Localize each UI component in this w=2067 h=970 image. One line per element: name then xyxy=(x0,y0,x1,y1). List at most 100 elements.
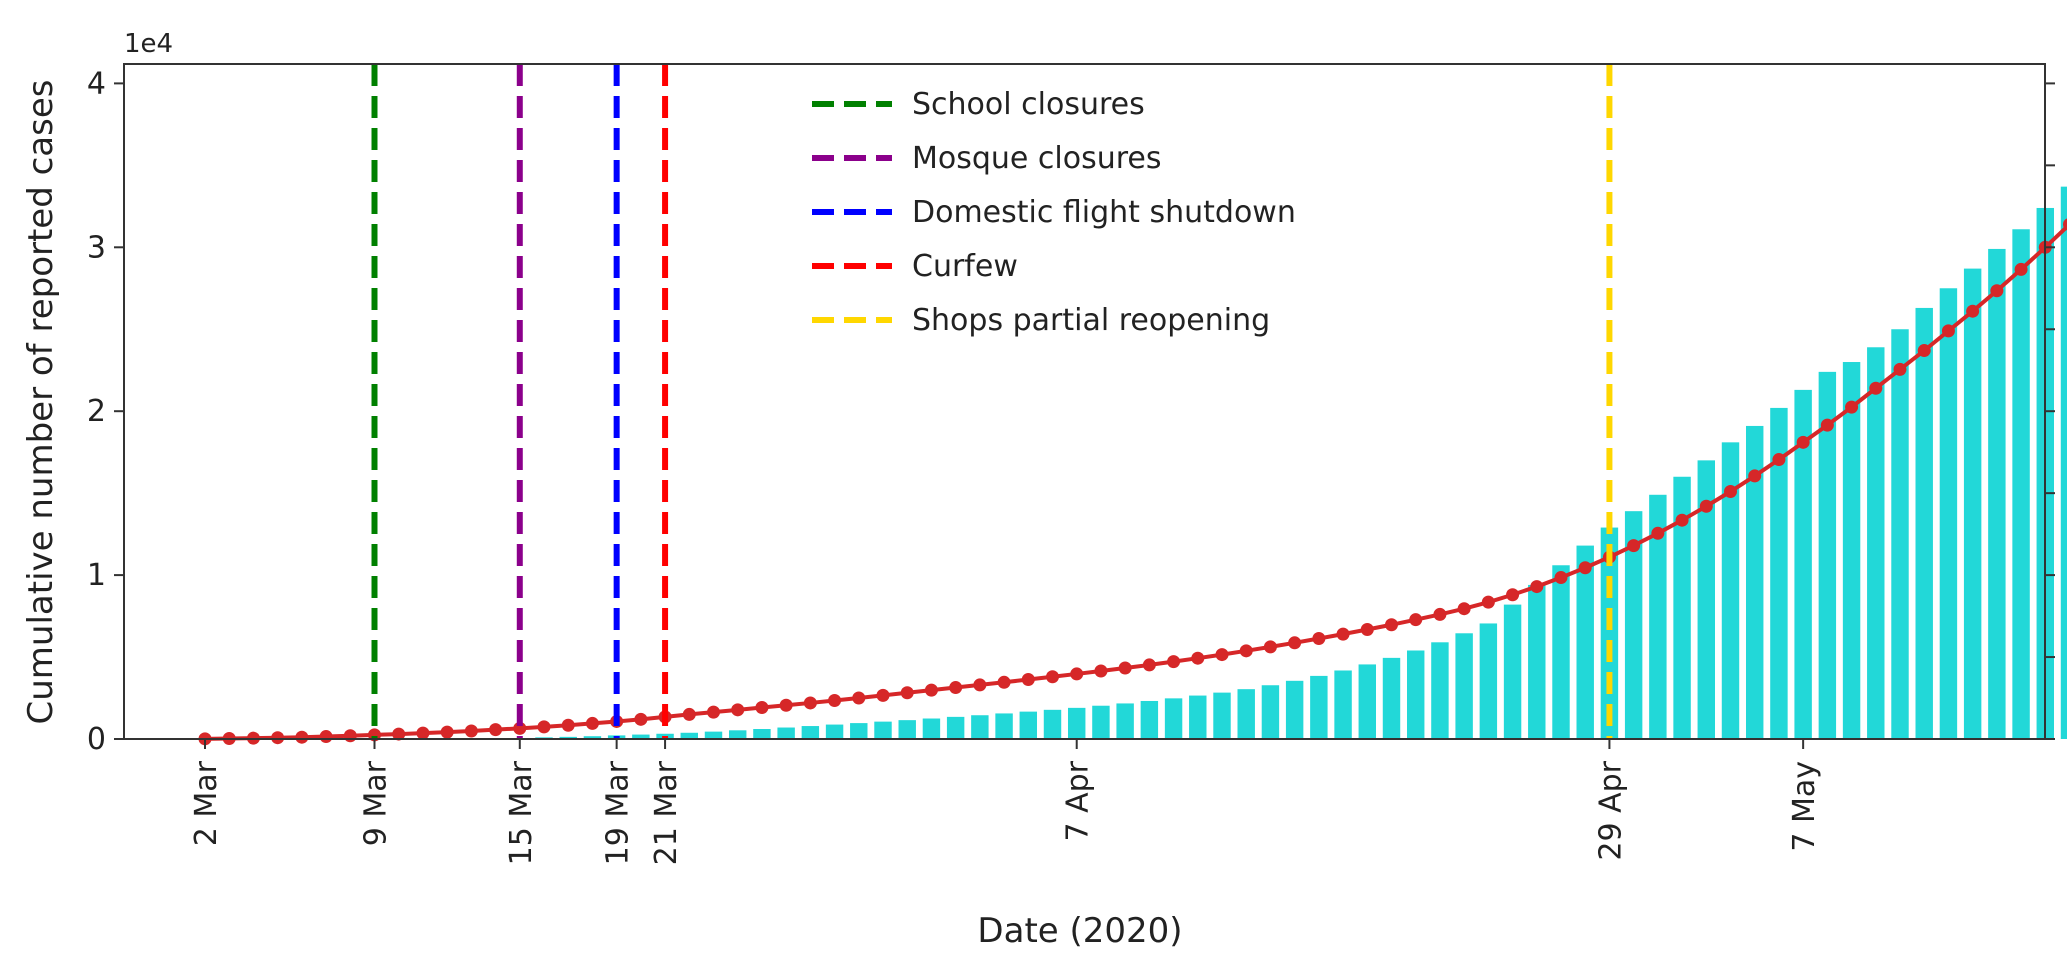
line-point xyxy=(392,727,406,741)
bar xyxy=(680,732,699,739)
line-point xyxy=(924,683,938,697)
bar xyxy=(1310,675,1328,739)
line-point xyxy=(1578,561,1592,575)
x-axis: 2 Mar 9 Mar 15 Mar 19 Mar 21 Mar 7 Apr 29 Apr 7… xyxy=(189,739,1822,865)
line-point xyxy=(489,723,503,737)
bar xyxy=(801,726,820,739)
line-point xyxy=(828,693,842,707)
bar xyxy=(1624,511,1643,739)
bar xyxy=(1140,700,1159,739)
line-point xyxy=(1675,513,1689,527)
line-point xyxy=(1724,485,1737,499)
line-point xyxy=(513,721,527,735)
x-axis-title: Date (2020) xyxy=(977,911,1182,951)
y-tick-label: 4 xyxy=(87,66,106,101)
bar xyxy=(922,718,941,739)
line-point xyxy=(1070,667,1084,681)
line-point xyxy=(1312,632,1326,646)
line-point xyxy=(1481,595,1495,609)
bar xyxy=(1697,460,1716,739)
line-point xyxy=(876,688,890,702)
line-point xyxy=(1239,644,1253,658)
line-point xyxy=(1748,469,1762,483)
bar xyxy=(583,736,602,739)
line-point xyxy=(779,698,793,712)
bar xyxy=(898,720,916,739)
bar xyxy=(1915,307,1933,739)
line-point xyxy=(271,731,285,745)
bar xyxy=(1552,565,1570,739)
line-point xyxy=(900,686,914,700)
bar xyxy=(1939,288,1958,739)
line-point xyxy=(1796,435,1810,449)
y-offset-label: 1e4 xyxy=(124,29,173,59)
bar xyxy=(1576,545,1594,739)
bar xyxy=(1019,711,1038,739)
legend-label: Mosque closures xyxy=(912,141,1162,176)
line-point xyxy=(1699,499,1713,513)
line-point xyxy=(1263,640,1277,654)
line-point xyxy=(1530,580,1544,594)
line-point xyxy=(1941,324,1955,338)
line-point xyxy=(319,730,333,744)
bar xyxy=(1842,362,1861,739)
bar xyxy=(1528,584,1546,739)
line-point xyxy=(1869,381,1883,395)
bar xyxy=(1818,371,1837,739)
line-point xyxy=(803,696,817,710)
bar xyxy=(874,721,892,739)
line-point xyxy=(1336,627,1350,641)
bar xyxy=(1067,707,1086,739)
line-point xyxy=(561,718,575,732)
legend-label: School closures xyxy=(912,87,1145,122)
bar xyxy=(995,713,1013,739)
line-point xyxy=(1409,613,1423,627)
bar xyxy=(946,716,965,739)
bar xyxy=(1043,709,1062,739)
bar xyxy=(1770,407,1788,739)
x-tick-label: 21 Mar xyxy=(649,760,684,865)
bar xyxy=(1794,389,1812,739)
bar xyxy=(1988,248,2006,739)
line-point xyxy=(2014,262,2028,276)
bar xyxy=(971,715,989,739)
line-point xyxy=(464,724,478,738)
bar xyxy=(825,724,844,739)
x-tick-label: 15 Mar xyxy=(504,760,539,865)
line-point xyxy=(1917,344,1931,358)
legend-label: Shops partial reopening xyxy=(912,303,1270,338)
bar xyxy=(1237,689,1255,739)
bar xyxy=(1673,476,1691,739)
line-point xyxy=(852,691,866,705)
bar xyxy=(559,736,577,739)
line-point xyxy=(1772,453,1786,467)
bar xyxy=(1600,527,1619,739)
bar xyxy=(2060,186,2067,739)
bar xyxy=(1867,347,1885,739)
bar xyxy=(1479,623,1498,739)
line-point xyxy=(949,681,963,695)
bar xyxy=(704,731,723,739)
x-tick-label: 7 May xyxy=(1787,761,1822,852)
y-tick-label: 2 xyxy=(87,394,106,429)
bar xyxy=(850,723,868,739)
line-point xyxy=(1651,526,1665,540)
line-point xyxy=(1360,623,1374,637)
line-point xyxy=(537,720,551,734)
y-tick-label: 1 xyxy=(87,558,106,593)
line-point xyxy=(2063,218,2067,231)
legend: School closures Mosque closures Domestic f… xyxy=(812,87,1296,338)
line-point xyxy=(343,729,357,743)
y-tick-label: 3 xyxy=(87,230,106,265)
line-point xyxy=(1215,648,1229,662)
line-point xyxy=(973,678,987,692)
bar xyxy=(1164,698,1183,739)
line-point xyxy=(440,725,454,739)
bar xyxy=(1092,705,1110,739)
bar xyxy=(1382,657,1401,739)
bar xyxy=(1503,604,1522,739)
bar xyxy=(1431,642,1449,739)
line-point xyxy=(1118,661,1132,675)
x-tick-label: 29 Apr xyxy=(1593,760,1628,860)
bar xyxy=(1455,633,1473,739)
